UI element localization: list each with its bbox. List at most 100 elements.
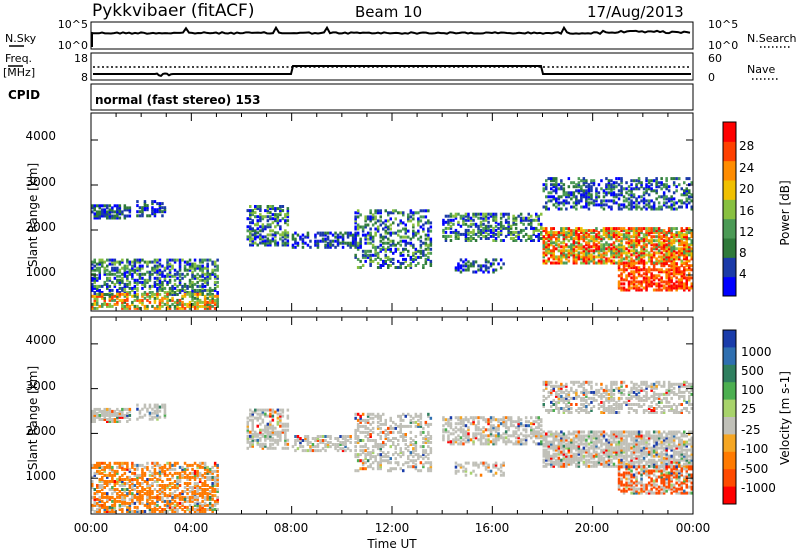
power-cell	[171, 291, 174, 294]
velocity-cell	[146, 407, 149, 411]
velocity-cell	[316, 435, 320, 438]
power-cell	[550, 183, 553, 187]
power-cell	[264, 209, 267, 213]
power-cell	[158, 270, 162, 274]
power-cell	[657, 286, 661, 290]
power-cell	[685, 205, 688, 209]
power-cell	[113, 258, 117, 262]
power-cell	[610, 237, 613, 241]
power-cell	[672, 259, 676, 263]
velocity-cell	[188, 463, 192, 467]
power-cell	[650, 187, 653, 191]
power-cell	[108, 296, 112, 300]
power-cell	[143, 260, 147, 264]
power-cell	[427, 219, 430, 223]
velocity-cell	[106, 510, 109, 513]
power-cell	[321, 231, 325, 235]
velocity-cell	[188, 499, 192, 503]
power-cell	[690, 282, 693, 286]
power-cell	[514, 239, 518, 242]
power-cell	[424, 221, 428, 225]
velocity-cell	[98, 495, 101, 499]
power-cell	[678, 177, 681, 181]
power-cell	[399, 229, 402, 233]
velocity-cell	[146, 497, 149, 501]
power-cell	[667, 278, 671, 282]
velocity-cell	[429, 449, 433, 453]
power-cell	[143, 291, 147, 294]
velocity-cell	[183, 496, 187, 500]
power-cell	[93, 291, 96, 294]
velocity-cell	[412, 443, 415, 446]
power-cell	[577, 227, 581, 231]
power-cell	[492, 212, 495, 216]
power-cell	[106, 214, 109, 218]
power-cell	[444, 226, 448, 230]
velocity-cell	[113, 411, 117, 415]
power-cell	[376, 251, 380, 255]
velocity-cell	[156, 503, 159, 507]
power-cell	[138, 300, 142, 304]
power-cell	[168, 274, 172, 278]
power-cell	[590, 201, 593, 205]
power-cell	[126, 302, 129, 306]
velocity-cell	[349, 435, 352, 438]
power-cell	[394, 231, 397, 235]
power-cell	[158, 278, 162, 282]
power-cell	[627, 245, 631, 249]
power-cell	[201, 291, 204, 294]
power-cell	[650, 268, 653, 272]
power-cell	[680, 193, 683, 197]
velocity-cell	[354, 437, 357, 440]
velocity-cell	[203, 490, 207, 493]
power-cell	[592, 201, 596, 205]
velocity-cell	[136, 505, 139, 509]
power-cell	[181, 288, 184, 292]
power-cell	[464, 228, 468, 232]
velocity-cell	[211, 469, 214, 473]
power-cell	[494, 237, 498, 240]
power-cell	[660, 177, 663, 181]
velocity-cell	[176, 501, 179, 505]
power-cell	[602, 203, 606, 207]
power-cell	[407, 253, 410, 257]
velocity-cell	[402, 453, 405, 457]
power-cell	[206, 300, 209, 304]
power-cell	[412, 211, 415, 215]
velocity-cell	[419, 433, 423, 436]
power-cell	[678, 247, 681, 251]
power-cell	[183, 264, 187, 268]
power-cbar-tick-12: 12	[739, 225, 754, 239]
velocity-cell	[153, 469, 157, 473]
power-cell	[106, 282, 109, 286]
velocity-cell	[364, 435, 367, 438]
velocity-cell	[143, 471, 147, 475]
velocity-cell	[376, 433, 380, 436]
velocity-cell	[143, 480, 147, 483]
velocity-cell	[402, 451, 405, 455]
velocity-cell	[108, 467, 112, 471]
velocity-cell	[133, 510, 137, 513]
velocity-cell	[138, 482, 142, 485]
velocity-cell	[136, 508, 139, 511]
power-cell	[294, 237, 297, 241]
power-cell	[148, 272, 152, 276]
velocity-cell	[208, 501, 212, 505]
velocity-cell	[98, 471, 101, 475]
power-cell	[429, 251, 433, 255]
power-cell	[627, 255, 631, 259]
velocity-cell	[198, 465, 202, 469]
power-cell	[106, 264, 109, 268]
power-cell	[93, 272, 96, 276]
power-cell	[123, 274, 127, 278]
power-cell	[690, 207, 693, 211]
power-cell	[670, 249, 673, 253]
velocity-cell	[153, 471, 157, 475]
velocity-cell	[216, 478, 219, 481]
power-cell	[279, 205, 282, 208]
power-cell	[359, 266, 362, 269]
velocity-cell	[359, 424, 362, 428]
velocity-cell	[279, 420, 282, 424]
power-cell	[91, 210, 94, 214]
power-cell	[193, 296, 197, 300]
